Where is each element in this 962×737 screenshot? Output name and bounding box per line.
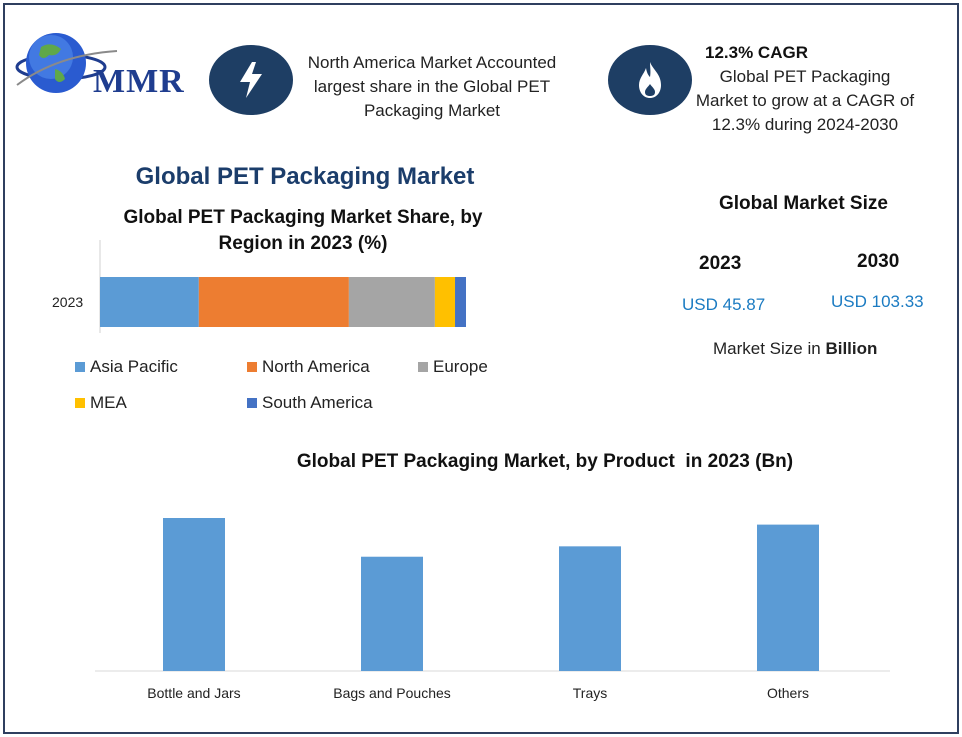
bar-bags-and-pouches xyxy=(361,556,423,671)
bar-bottle-and-jars xyxy=(163,518,225,671)
legend-item-asia-pacific: Asia Pacific xyxy=(75,357,178,377)
cagr-title: 12.3% CAGR xyxy=(705,43,808,62)
value-2030: USD 103.33 xyxy=(831,292,924,311)
note-prefix: Market Size in xyxy=(713,339,826,358)
cagr-text: Global PET Packaging Market to grow at a… xyxy=(695,67,915,134)
lightning-badge xyxy=(209,45,293,115)
x-tick-label: Bottle and Jars xyxy=(147,685,240,701)
legend-label: MEA xyxy=(90,393,127,412)
legend-label: North America xyxy=(262,357,370,376)
flame-badge xyxy=(608,45,692,115)
x-tick-label: Bags and Pouches xyxy=(333,685,451,701)
mmr-logo: MMR xyxy=(11,27,191,107)
x-tick-label: Trays xyxy=(573,685,607,701)
market-size-title: Global Market Size xyxy=(719,193,888,214)
infographic-frame: MMR North America Market Accounted large… xyxy=(3,3,959,734)
legend-swatch xyxy=(247,398,257,408)
bar-segment-north-america xyxy=(198,277,349,327)
legend-swatch xyxy=(75,362,85,372)
legend-item-mea: MEA xyxy=(75,393,127,413)
product-chart-title: Global PET Packaging Market, by Product … xyxy=(296,451,794,472)
legend-swatch xyxy=(247,362,257,372)
globe-icon xyxy=(15,33,118,93)
x-tick-label: Others xyxy=(767,685,809,701)
year-2023: 2023 xyxy=(699,253,742,274)
logo-text: MMR xyxy=(93,63,185,100)
legend-label: Asia Pacific xyxy=(90,357,178,376)
bar-segment-mea xyxy=(434,277,456,327)
page-title: Global PET Packaging Market xyxy=(135,163,475,190)
region-legend: Asia Pacific North America Europe MEA So… xyxy=(75,357,515,417)
year-2030: 2030 xyxy=(857,251,900,272)
region-chart-title: Global PET Packaging Market Share, by Re… xyxy=(123,207,483,254)
bar-segment-europe xyxy=(348,277,435,327)
bar-segment-south-america xyxy=(455,277,466,327)
note-unit: Billion xyxy=(825,339,878,358)
region-highlight-text: North America Market Accounted largest s… xyxy=(307,53,557,120)
lightning-icon xyxy=(240,62,262,98)
value-2023: USD 45.87 xyxy=(682,295,766,314)
bar-others xyxy=(757,524,819,671)
legend-label: South America xyxy=(262,393,373,412)
product-bar-chart: Bottle and Jars Bags and Pouches Trays Othe… xyxy=(95,518,890,701)
bar-trays xyxy=(559,546,621,671)
legend-label: Europe xyxy=(433,357,488,376)
legend-item-north-america: North America xyxy=(247,357,370,377)
region-share-chart: 2023 xyxy=(52,240,466,333)
legend-item-south-america: South America xyxy=(247,393,373,413)
category-label: 2023 xyxy=(52,294,83,310)
legend-item-europe: Europe xyxy=(418,357,488,377)
bar-segment-asia-pacific xyxy=(100,277,199,327)
flame-icon xyxy=(639,62,661,98)
legend-swatch xyxy=(75,398,85,408)
market-size-note: Market Size in Billion xyxy=(713,339,877,359)
legend-swatch xyxy=(418,362,428,372)
